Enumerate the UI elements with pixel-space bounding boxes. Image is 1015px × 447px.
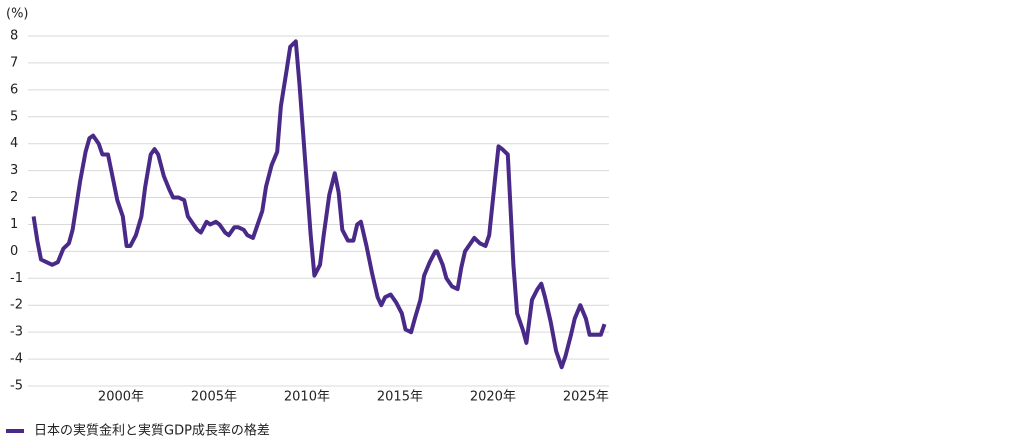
- y-tick-label: 2: [10, 190, 18, 205]
- y-tick-label: 1: [10, 217, 18, 232]
- y-tick-label: 4: [10, 136, 18, 151]
- x-tick-label: 2000年: [98, 390, 144, 405]
- legend-label: 日本の実質金利と実質GDP成長率の格差: [34, 423, 270, 439]
- x-tick-label: 2025年: [563, 390, 609, 405]
- x-tick-label: 2005年: [191, 390, 237, 405]
- y-tick-label: 7: [10, 55, 18, 70]
- y-tick-label: -1: [10, 271, 23, 286]
- y-tick-label: -4: [10, 352, 23, 367]
- y-tick-label: -3: [10, 325, 23, 340]
- y-tick-label: 5: [10, 109, 18, 124]
- y-tick-label: 0: [10, 244, 18, 259]
- y-unit-label: (%): [6, 7, 29, 22]
- x-tick-label: 2010年: [284, 390, 330, 405]
- data-line: [31, 39, 607, 370]
- x-tick-label: 2015年: [377, 390, 423, 405]
- y-tick-label: 3: [10, 163, 18, 178]
- y-tick-label: 8: [10, 29, 18, 44]
- y-tick-label: -2: [10, 298, 23, 313]
- y-tick-label: 6: [10, 82, 18, 97]
- y-tick-label: -5: [10, 379, 23, 394]
- x-tick-label: 2020年: [470, 390, 516, 405]
